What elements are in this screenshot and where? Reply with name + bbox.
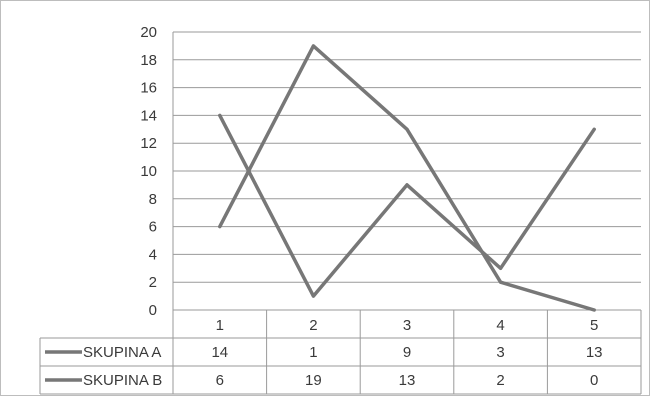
data-table-value: 14 — [211, 344, 228, 361]
x-tick-label: 1 — [216, 317, 224, 334]
data-table-value: 6 — [216, 372, 224, 389]
y-tick-label: 14 — [140, 107, 157, 124]
data-point — [499, 266, 503, 270]
data-table-value: 3 — [496, 344, 504, 361]
data-table-value: 19 — [305, 372, 322, 389]
data-table-value: 9 — [403, 344, 411, 361]
data-point — [311, 294, 315, 298]
data-point — [592, 308, 596, 312]
x-tick-label: 5 — [590, 317, 598, 334]
data-point — [405, 127, 409, 131]
x-tick-label: 2 — [309, 317, 317, 334]
y-tick-label: 8 — [149, 191, 157, 208]
data-point — [592, 127, 596, 131]
data-table-value: 13 — [586, 344, 603, 361]
data-table-value: 2 — [496, 372, 504, 389]
gridlines — [172, 31, 641, 311]
data-point — [218, 113, 222, 117]
data-point — [499, 280, 503, 284]
x-tick-label: 4 — [496, 317, 504, 334]
y-tick-label: 4 — [149, 246, 157, 263]
y-tick-label: 6 — [149, 219, 157, 236]
data-table-value: 13 — [399, 372, 416, 389]
x-tick-label: 3 — [403, 317, 411, 334]
y-tick-label: 18 — [140, 52, 157, 69]
y-tick-label: 12 — [140, 135, 157, 152]
data-table-value: 0 — [590, 372, 598, 389]
y-axis-ticks: 0 2 4 6 8 10 12 14 16 18 20 — [140, 24, 157, 319]
legend-series-name: SKUPINA A — [83, 344, 161, 361]
data-table-value: 1 — [309, 344, 317, 361]
y-tick-label: 10 — [140, 163, 157, 180]
data-point — [311, 44, 315, 48]
series-lines — [218, 44, 596, 312]
legend-series-name: SKUPINA B — [83, 372, 162, 389]
y-tick-label: 20 — [140, 24, 157, 41]
data-point — [405, 183, 409, 187]
data-point — [218, 225, 222, 229]
y-tick-label: 16 — [140, 80, 157, 97]
y-tick-label: 2 — [149, 274, 157, 291]
y-tick-label: 0 — [149, 302, 157, 319]
